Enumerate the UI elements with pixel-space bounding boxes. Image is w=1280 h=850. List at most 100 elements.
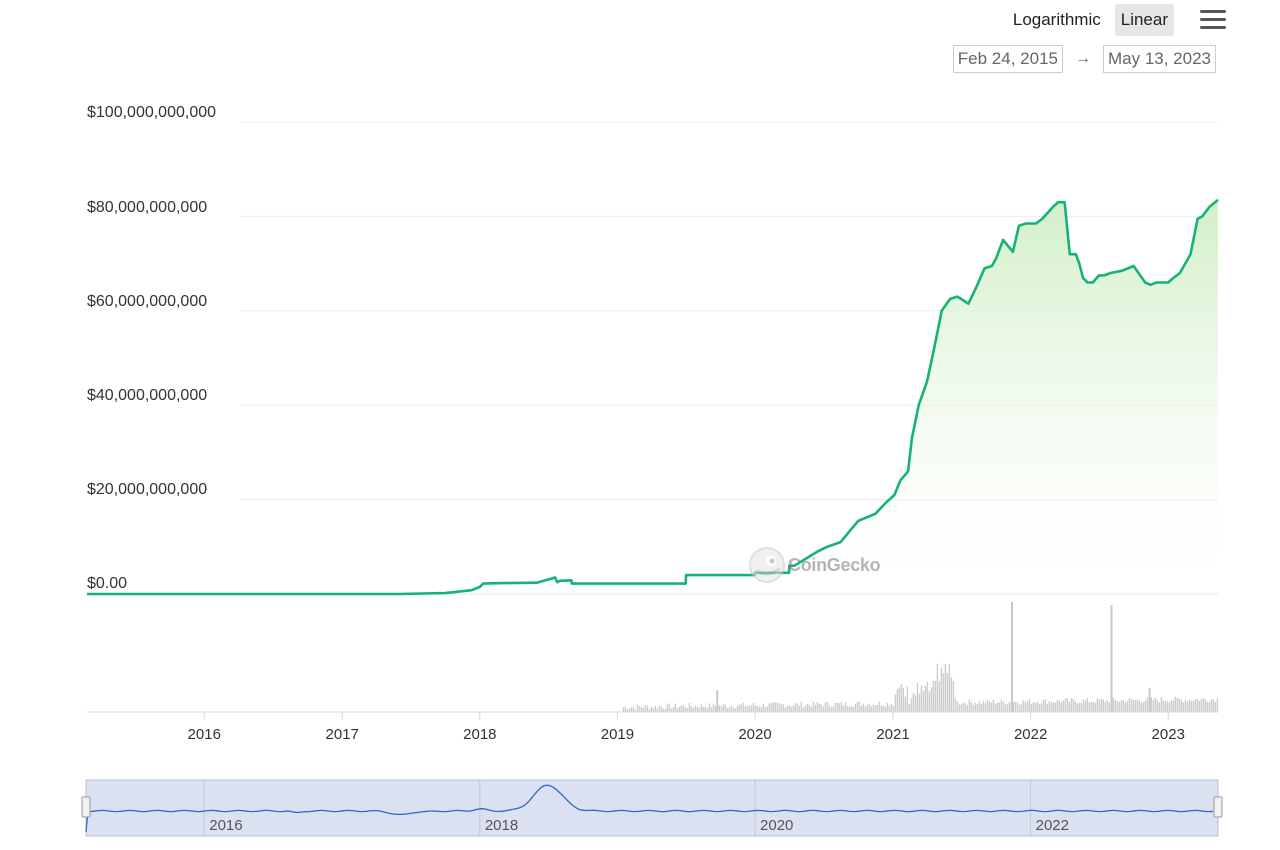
volume-bar [1076, 703, 1079, 712]
volume-bar [640, 707, 643, 712]
volume-bar [1172, 700, 1175, 712]
volume-bar [794, 703, 797, 712]
volume-bar [638, 706, 641, 712]
volume-bar [644, 705, 647, 712]
volume-bar [636, 704, 639, 712]
logarithmic-button[interactable]: Logarithmic [1012, 10, 1101, 29]
navigator-right-handle[interactable] [1213, 796, 1223, 818]
volume-bar [660, 706, 663, 712]
navigator-tick-label: 2018 [485, 817, 518, 834]
volume-bar [1170, 700, 1173, 712]
volume-bar [740, 704, 743, 712]
volume-bar [986, 699, 989, 712]
volume-bar [980, 703, 983, 712]
volume-bar [1074, 701, 1077, 712]
y-tick-label: $60,000,000,000 [87, 293, 208, 310]
volume-bar [830, 707, 833, 712]
volume-bar [756, 705, 759, 712]
volume-bar [744, 706, 747, 712]
volume-bar [882, 705, 885, 712]
navigator-line [85, 784, 1214, 833]
volume-bar [708, 703, 711, 712]
volume-bar [692, 707, 695, 712]
volume-bar [728, 707, 731, 712]
volume-bar [680, 705, 683, 712]
volume-bar [1118, 701, 1121, 712]
x-tick-label: 2019 [601, 726, 634, 743]
volume-bar [804, 705, 807, 712]
volume-bar [792, 705, 795, 712]
volume-bar [806, 704, 809, 712]
volume-bar [982, 700, 985, 712]
volume-bar [962, 702, 965, 712]
volume-bar [622, 707, 625, 712]
volume-bar [656, 708, 659, 712]
volume-bar [884, 706, 887, 712]
volume-bar [1032, 702, 1035, 712]
volume-bar [706, 708, 709, 712]
volume-bar [954, 698, 957, 712]
volume-bar [1014, 701, 1017, 712]
volume-bar [776, 702, 779, 712]
volume-bar [634, 709, 637, 712]
volume-bar [952, 681, 955, 712]
volume-bar [866, 705, 869, 712]
volume-bar [906, 686, 909, 712]
volume-bar [1160, 697, 1163, 712]
volume-bar [888, 705, 891, 712]
volume-bar [864, 706, 867, 712]
volume-bar [832, 706, 835, 712]
volume-bar [816, 702, 819, 712]
volume-bar [900, 683, 903, 712]
volume-bar [1176, 697, 1179, 712]
volume-bar [1082, 699, 1085, 712]
volume-bar [1190, 700, 1193, 712]
volume-bar [670, 708, 673, 712]
volume-bar [754, 705, 757, 712]
volume-bar [920, 685, 923, 712]
volume-bar [1200, 698, 1203, 712]
volume-bar [742, 702, 745, 712]
volume-bar [824, 702, 827, 712]
volume-bar [1004, 704, 1007, 712]
volume-bar [1040, 703, 1043, 712]
x-tick-label: 2023 [1152, 726, 1185, 743]
volume-bar [718, 705, 721, 712]
volume-bar [1106, 700, 1109, 712]
volume-bar [714, 705, 717, 712]
volume-bar [778, 703, 781, 712]
volume-bar [630, 707, 633, 712]
volume-bar [1166, 701, 1169, 712]
volume-bar [892, 705, 895, 712]
hamburger-menu-icon[interactable] [1200, 10, 1226, 30]
volume-bar [904, 696, 907, 712]
navigator-axis: 2016 2018 2020 2022 [203, 780, 1069, 836]
navigator-left-handle[interactable] [81, 796, 91, 818]
volume-bar [1054, 702, 1057, 712]
volume-bar [1144, 700, 1147, 712]
date-range: Feb 24, 2015 → May 13, 2023 [952, 45, 1216, 73]
volume-bar [886, 702, 889, 712]
range-to-input[interactable]: May 13, 2023 [1102, 45, 1216, 73]
volume-bar [712, 703, 715, 712]
volume-bar [1012, 702, 1015, 712]
volume-bar [818, 703, 821, 712]
navigator-tick-label: 2016 [209, 817, 242, 834]
volume-bar [976, 704, 979, 712]
y-tick-label: $100,000,000,000 [87, 104, 217, 121]
navigator-selection[interactable] [85, 779, 1219, 837]
navigator-tick-label: 2022 [1036, 817, 1069, 834]
volume-bar [1096, 698, 1099, 712]
volume-bar [974, 702, 977, 712]
navigator[interactable]: 2016 2018 2020 2022 [81, 779, 1223, 837]
volume-bar [786, 705, 789, 712]
volume-bar [1058, 701, 1061, 712]
volume-bar [930, 687, 933, 712]
arrow-right-icon: → [1074, 50, 1091, 67]
volume-bar [798, 706, 801, 712]
volume-bar [902, 687, 905, 712]
volume-bar [908, 704, 911, 712]
range-from-input[interactable]: Feb 24, 2015 [952, 45, 1063, 73]
linear-button[interactable]: Linear [1114, 4, 1174, 36]
volume-bar [842, 705, 845, 712]
